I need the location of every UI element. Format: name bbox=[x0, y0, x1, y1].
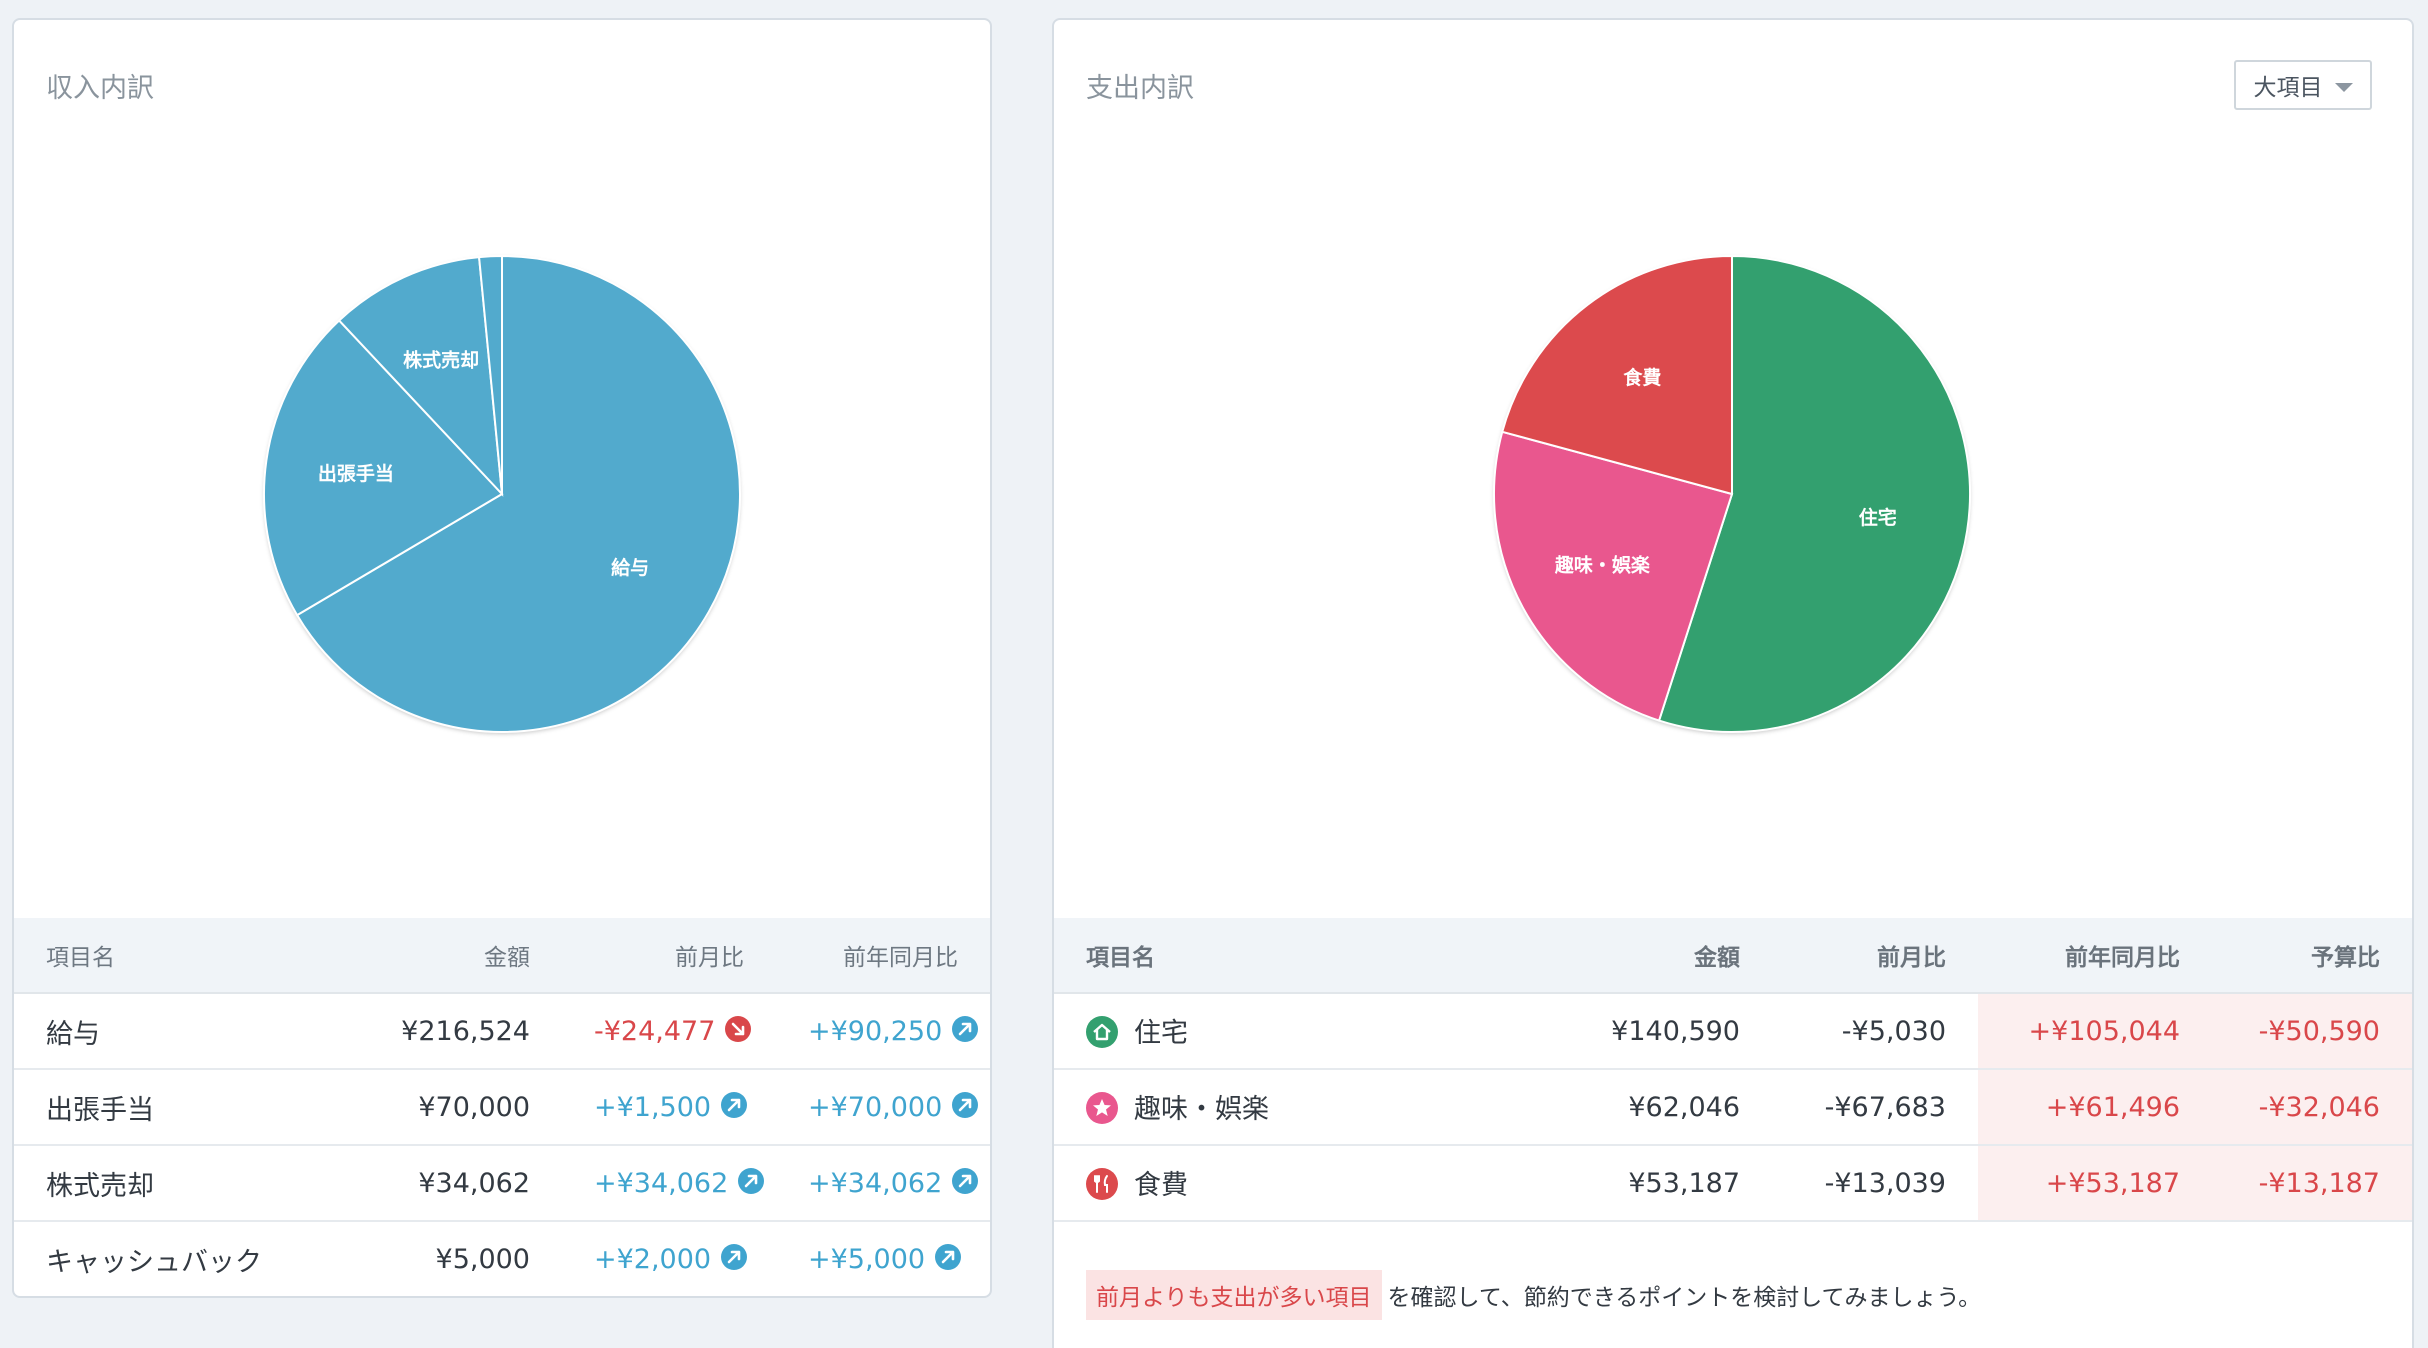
mom-value: +¥2,000 bbox=[594, 1243, 712, 1275]
mom-change: -¥24,477 bbox=[562, 993, 776, 1070]
yoy-change: +¥70,000 bbox=[776, 1069, 990, 1146]
mom-value: -¥24,477 bbox=[594, 1015, 716, 1047]
category-level-dropdown[interactable]: 大項目 bbox=[2234, 60, 2372, 110]
header-amount: 金額 bbox=[344, 918, 562, 994]
mom-change: -¥13,039 bbox=[1772, 1145, 1978, 1222]
pie-slice-label: 出張手当 bbox=[318, 462, 394, 485]
amount: ¥216,524 bbox=[344, 993, 562, 1070]
yoy-value: +¥70,000 bbox=[808, 1091, 943, 1123]
item-name: 食費 bbox=[1134, 1170, 1188, 1202]
pie-slice-出張手当[interactable] bbox=[263, 319, 504, 617]
trend-down-icon bbox=[725, 1016, 752, 1042]
mom-change: +¥2,000 bbox=[562, 1221, 776, 1296]
income-breakdown-card: 収入内訳 給与 出張手当 株式売却 項目名 金額 前月比 前年同月比 給与 ¥216,… bbox=[12, 18, 992, 1298]
header-budget: 予算比 bbox=[2212, 918, 2412, 994]
header-yoy: 前年同月比 bbox=[1978, 918, 2212, 994]
yoy-value: +¥5,000 bbox=[808, 1243, 926, 1275]
mom-change: +¥1,500 bbox=[562, 1069, 776, 1146]
amount: ¥53,187 bbox=[1544, 1145, 1772, 1222]
amount: ¥5,000 bbox=[344, 1221, 562, 1296]
trend-up-icon bbox=[721, 1092, 748, 1118]
pie-slice-株式売却[interactable] bbox=[337, 256, 504, 497]
expense-table: 項目名 金額 前月比 前年同月比 予算比 住宅 ¥140,590 -¥5,030 +¥… bbox=[1054, 918, 2412, 1222]
amount: ¥70,000 bbox=[344, 1069, 562, 1146]
house-icon bbox=[1086, 1015, 1118, 1048]
dropdown-label: 大項目 bbox=[2253, 75, 2323, 101]
mom-value: +¥34,062 bbox=[594, 1167, 729, 1199]
item-name: 出張手当 bbox=[14, 1069, 344, 1146]
table-row[interactable]: キャッシュバック ¥5,000 +¥2,000 +¥5,000 bbox=[14, 1221, 990, 1296]
pie-slice-住宅[interactable] bbox=[1657, 254, 1971, 733]
header-mom: 前月比 bbox=[1772, 918, 1978, 994]
table-row[interactable]: 給与 ¥216,524 -¥24,477 +¥90,250 bbox=[14, 993, 990, 1070]
table-row[interactable]: 趣味・娯楽 ¥62,046 -¥67,683 +¥61,496 -¥32,046 bbox=[1054, 1069, 2412, 1146]
yoy-change: +¥90,250 bbox=[776, 993, 990, 1070]
income-pie-chart: 給与 出張手当 株式売却 bbox=[263, 254, 741, 733]
amount: ¥140,590 bbox=[1544, 993, 1772, 1070]
header-item-name: 項目名 bbox=[14, 918, 344, 994]
item-name-cell: 食費 bbox=[1054, 1145, 1544, 1222]
trend-up-icon bbox=[738, 1168, 765, 1194]
header-item-name: 項目名 bbox=[1054, 918, 1544, 994]
mom-change: -¥5,030 bbox=[1772, 993, 1978, 1070]
savings-tip: 前月よりも支出が多い項目 を確認して、節約できるポイントを検討してみましょう。 bbox=[1086, 1270, 1981, 1320]
budget-diff: -¥13,187 bbox=[2212, 1145, 2412, 1222]
item-name: 趣味・娯楽 bbox=[1134, 1094, 1269, 1126]
fork-knife-icon bbox=[1086, 1167, 1118, 1200]
mom-change: +¥34,062 bbox=[562, 1145, 776, 1222]
yoy-change: +¥105,044 bbox=[1978, 993, 2212, 1070]
budget-diff: -¥32,046 bbox=[2212, 1069, 2412, 1146]
pie-slice-label: 給与 bbox=[611, 556, 649, 579]
expense-breakdown-card: 支出内訳 大項目 住宅 趣味・娯楽 食費 項目名 金額 前月比 前年同月比 予算比 … bbox=[1052, 18, 2414, 1348]
header-yoy: 前年同月比 bbox=[776, 918, 990, 994]
budget-diff: -¥50,590 bbox=[2212, 993, 2412, 1070]
item-name: 住宅 bbox=[1134, 1018, 1188, 1050]
trend-up-icon bbox=[935, 1244, 962, 1270]
header-amount: 金額 bbox=[1544, 918, 1772, 994]
amount: ¥62,046 bbox=[1544, 1069, 1772, 1146]
table-row[interactable]: 出張手当 ¥70,000 +¥1,500 +¥70,000 bbox=[14, 1069, 990, 1146]
amount: ¥34,062 bbox=[344, 1145, 562, 1222]
expense-title: 支出内訳 bbox=[1086, 73, 1194, 104]
pie-slice-趣味・娯楽[interactable] bbox=[1493, 430, 1734, 722]
trend-up-icon bbox=[952, 1092, 979, 1118]
yoy-value: +¥90,250 bbox=[808, 1015, 943, 1047]
item-name: 給与 bbox=[14, 993, 344, 1070]
income-table-header: 項目名 金額 前月比 前年同月比 bbox=[14, 918, 990, 994]
pie-slice-label: 株式売却 bbox=[403, 349, 479, 372]
pie-slice-給与[interactable] bbox=[295, 254, 741, 733]
mom-value: +¥1,500 bbox=[594, 1091, 712, 1123]
table-row[interactable]: 食費 ¥53,187 -¥13,039 +¥53,187 -¥13,187 bbox=[1054, 1145, 2412, 1222]
tip-highlight[interactable]: 前月よりも支出が多い項目 bbox=[1086, 1270, 1382, 1320]
trend-up-icon bbox=[952, 1168, 979, 1194]
yoy-change: +¥34,062 bbox=[776, 1145, 990, 1222]
expense-table-header: 項目名 金額 前月比 前年同月比 予算比 bbox=[1054, 918, 2412, 994]
table-row[interactable]: 株式売却 ¥34,062 +¥34,062 +¥34,062 bbox=[14, 1145, 990, 1222]
yoy-value: +¥34,062 bbox=[808, 1167, 943, 1199]
header-mom: 前月比 bbox=[562, 918, 776, 994]
chevron-down-icon bbox=[2334, 82, 2353, 92]
pie-slice-label: 住宅 bbox=[1859, 506, 1897, 529]
star-icon bbox=[1086, 1091, 1118, 1124]
pie-slice-label: 食費 bbox=[1623, 366, 1661, 389]
pie-slice-食費[interactable] bbox=[1501, 254, 1733, 496]
yoy-change: +¥53,187 bbox=[1978, 1145, 2212, 1222]
trend-up-icon bbox=[952, 1016, 979, 1042]
item-name-cell: 趣味・娯楽 bbox=[1054, 1069, 1544, 1146]
tip-text: を確認して、節約できるポイントを検討してみましょう。 bbox=[1387, 1285, 1982, 1311]
item-name: キャッシュバック bbox=[14, 1221, 344, 1296]
income-table: 項目名 金額 前月比 前年同月比 給与 ¥216,524 -¥24,477 +¥90,… bbox=[14, 918, 990, 1296]
yoy-change: +¥5,000 bbox=[776, 1221, 990, 1296]
yoy-change: +¥61,496 bbox=[1978, 1069, 2212, 1146]
pie-slice-キャッシュバック[interactable] bbox=[477, 254, 503, 495]
pie-slice-label: 趣味・娯楽 bbox=[1554, 553, 1651, 576]
table-row[interactable]: 住宅 ¥140,590 -¥5,030 +¥105,044 -¥50,590 bbox=[1054, 993, 2412, 1070]
trend-up-icon bbox=[721, 1244, 748, 1270]
income-title: 収入内訳 bbox=[46, 73, 154, 104]
mom-change: -¥67,683 bbox=[1772, 1069, 1978, 1146]
item-name-cell: 住宅 bbox=[1054, 993, 1544, 1070]
item-name: 株式売却 bbox=[14, 1145, 344, 1222]
